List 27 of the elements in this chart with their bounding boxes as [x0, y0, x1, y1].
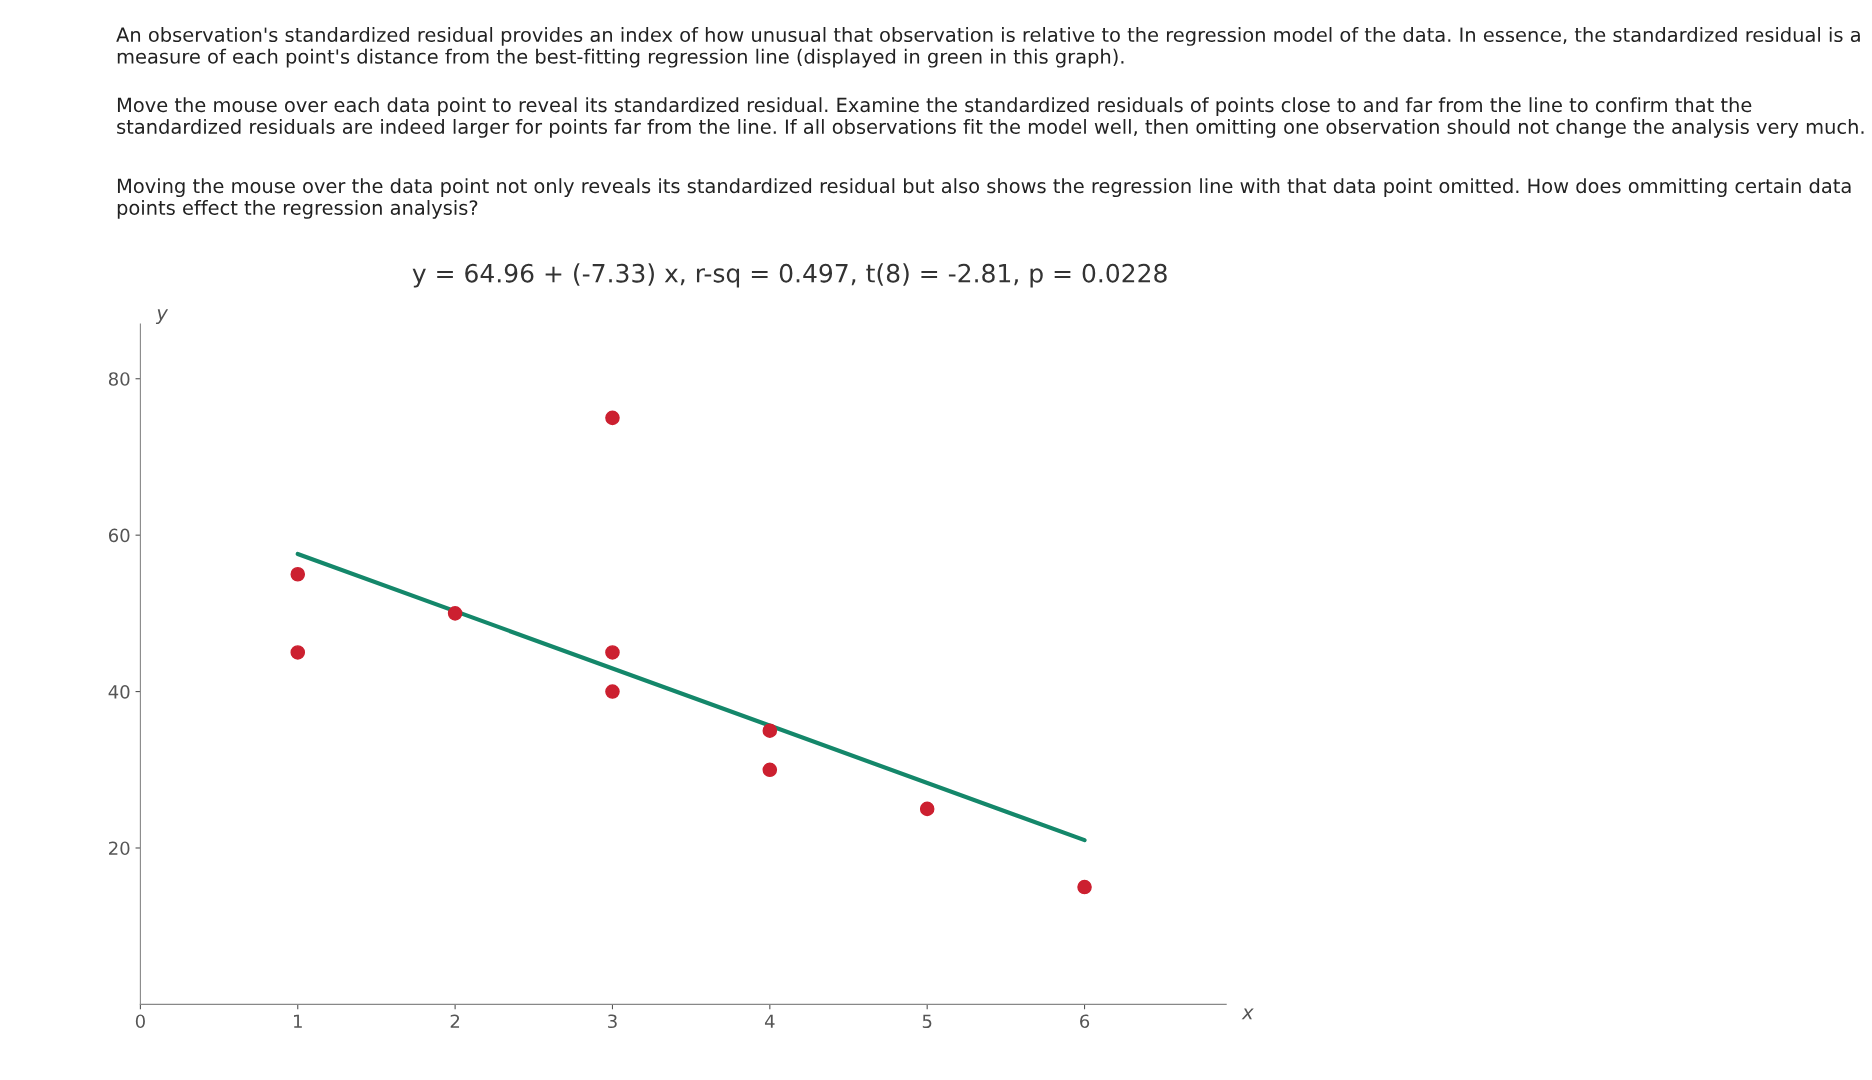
text: An observation's standardized residual provides an index of how unusual that observation is relative to the regression model of the data. In essence, the standardized residual is a measure of each point's distance from the best-fitting regression line (displayed in green in this graph).: [116, 27, 1860, 68]
text: Move the mouse over each data point to reveal its standardized residual. Examine the standardized residuals of points close to and far from the line to confirm that the standardized residuals are indeed larger for points far from the line. If all observations fit the model well, then omitting one observation should not change the analysis very much.: [117, 97, 1864, 138]
point: [919, 801, 935, 817]
y-tick-label: 80: [108, 372, 130, 386]
y-tick-label: 40: [108, 685, 130, 699]
x-axis-title: x: [1241, 1008, 1254, 1020]
point: [605, 410, 620, 426]
x-tick-label: 5: [922, 1014, 932, 1029]
text: Moving the mouse over the data point not only reveals its standardized residual but also shows the regression line with that data point omitted. How does ommitting certain data points effect the regression analysis?: [117, 178, 1851, 219]
point: [290, 645, 306, 660]
x-tick-label: 4: [764, 1014, 775, 1028]
x-tick-label: 0: [135, 1014, 145, 1029]
point: [605, 684, 620, 699]
point: [290, 566, 306, 582]
y-tick-label: 20: [109, 841, 130, 856]
point: [605, 645, 620, 660]
point: [1077, 879, 1092, 895]
x-tick-label: 2: [450, 1014, 460, 1028]
point: [762, 762, 778, 778]
x-tick-label: 1: [294, 1014, 302, 1028]
chart-title: y = 64.96 + (-7.33) x, r-sq = 0.497, t(8) = -2.81, p = 0.0228: [412, 263, 1167, 288]
x-tick-label: 3: [608, 1014, 617, 1029]
y-axis-title: y: [155, 309, 169, 324]
point: [447, 606, 463, 621]
x-tick-label: 6: [1080, 1014, 1090, 1029]
point: [762, 723, 778, 738]
y-tick-label: 60: [108, 528, 130, 543]
